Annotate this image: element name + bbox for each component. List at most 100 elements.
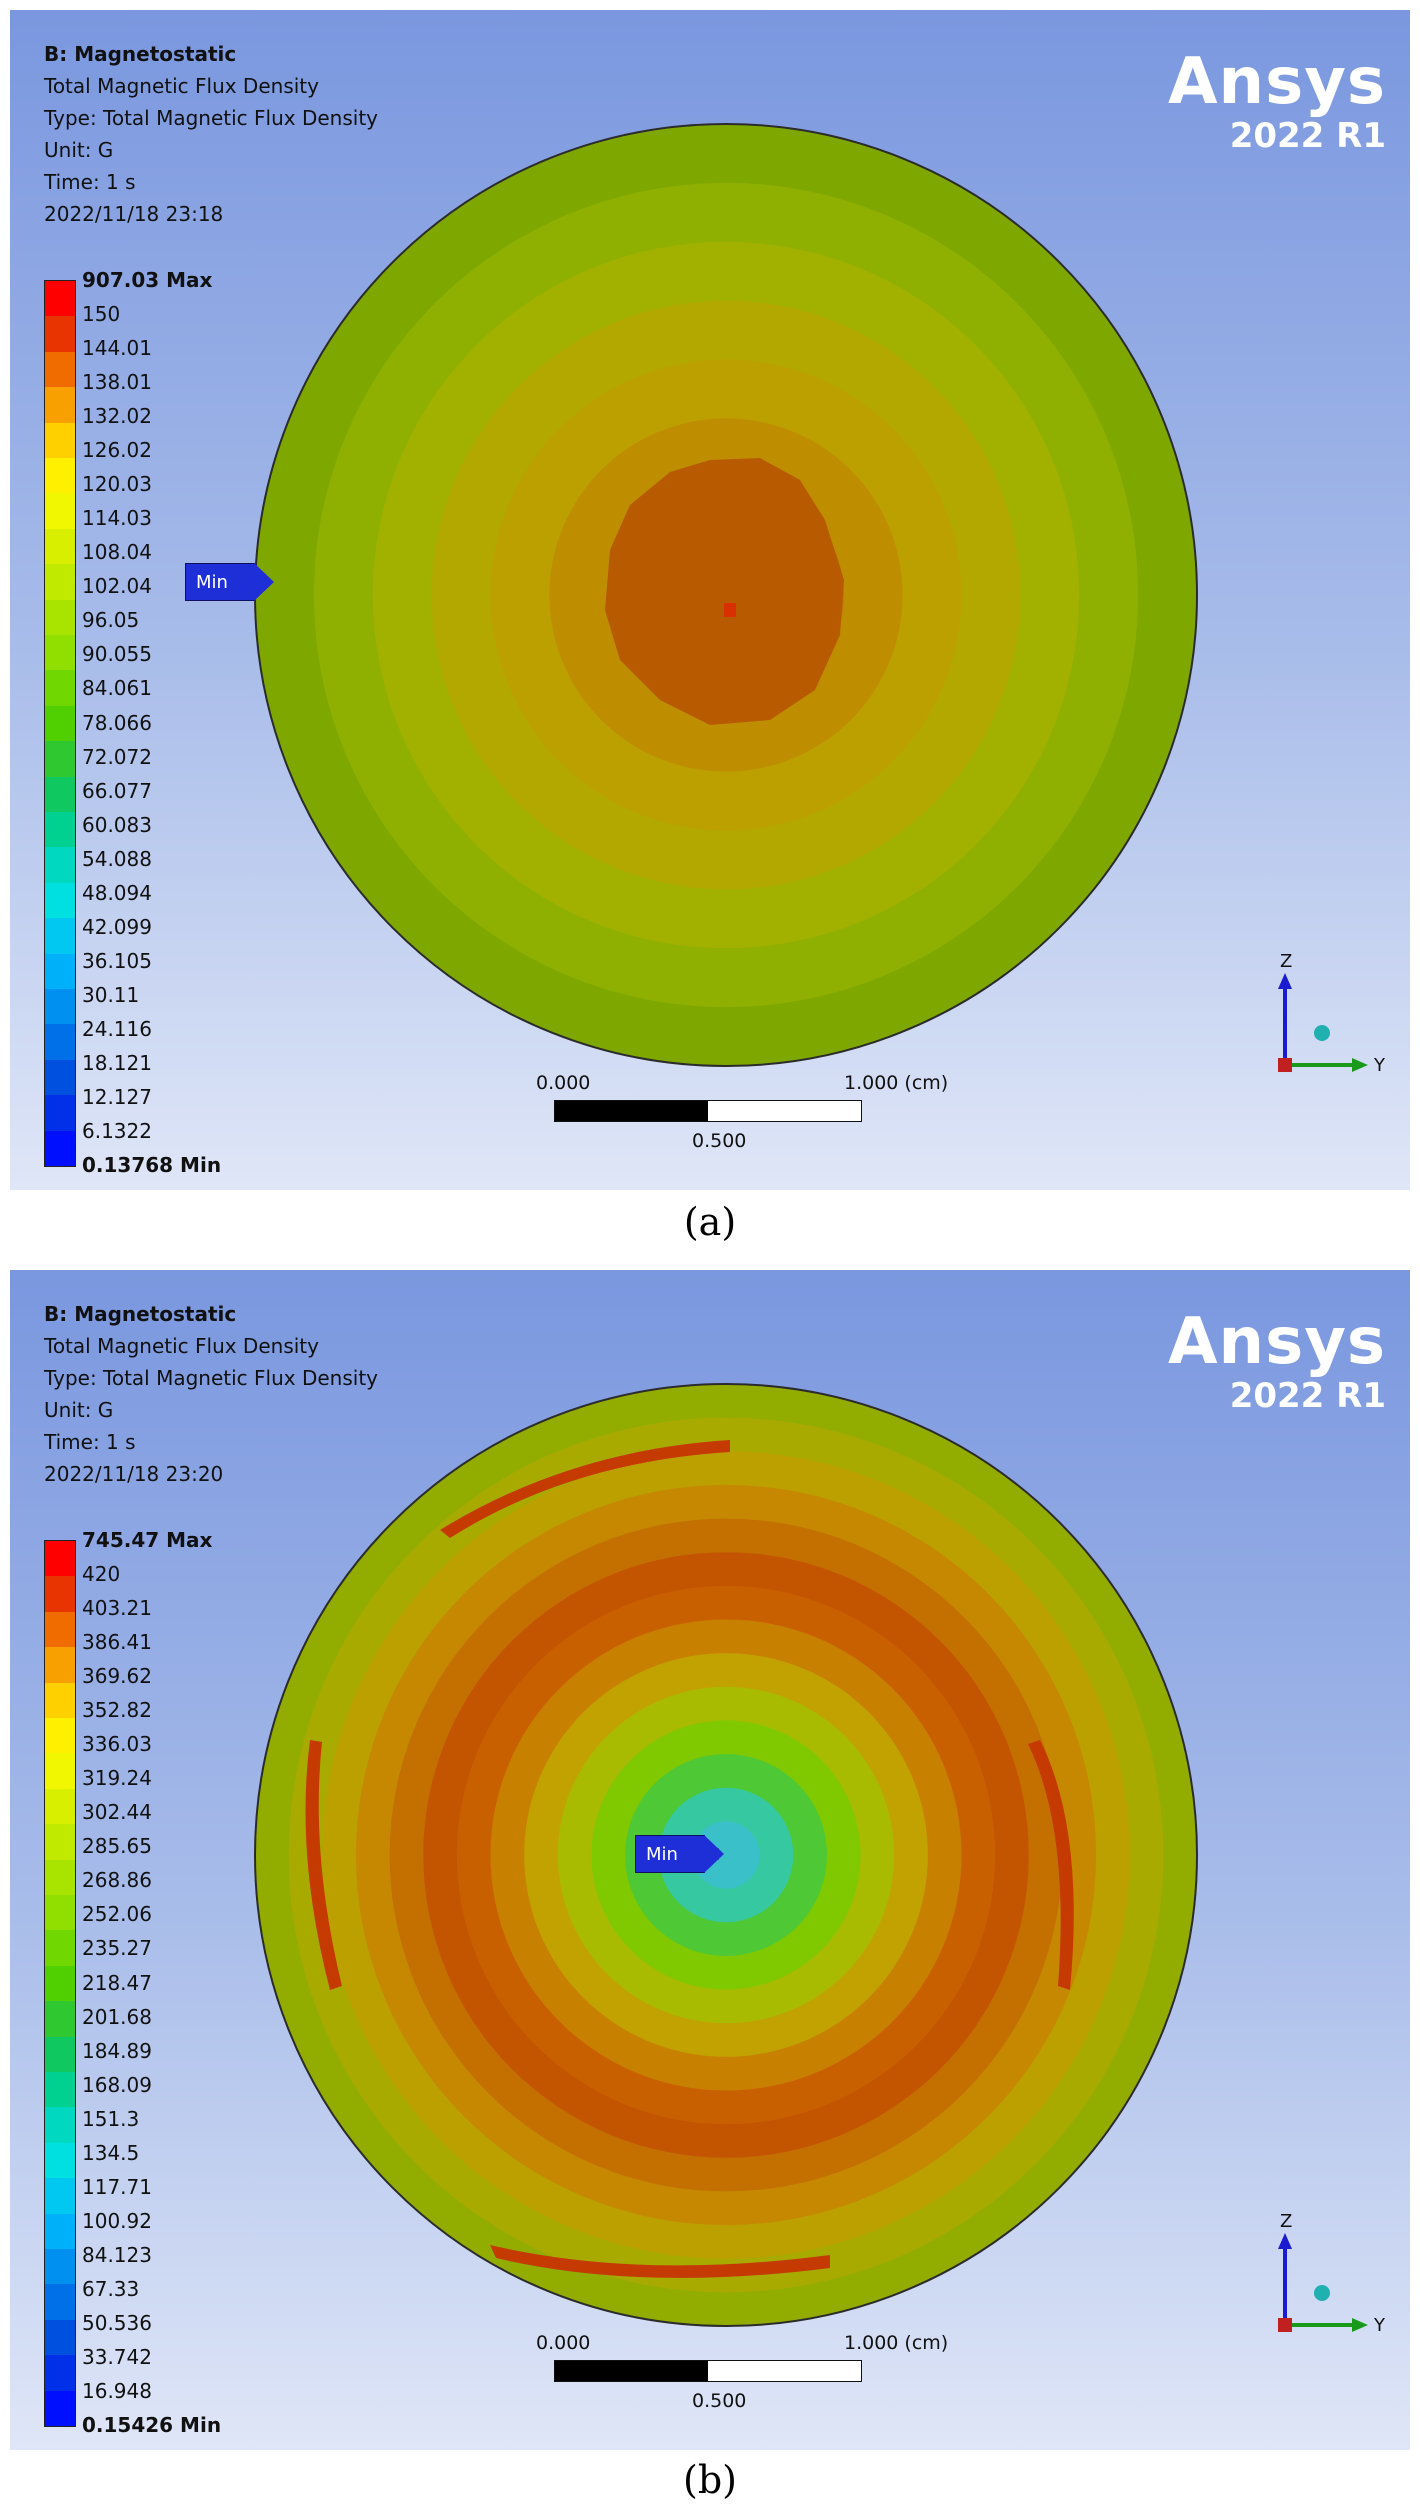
- scale-right-label: 1.000 (cm): [844, 1072, 949, 1094]
- scale-mid-label: 0.500: [692, 1130, 747, 1152]
- legend-swatch: [45, 776, 75, 813]
- legend-swatch: [45, 812, 75, 848]
- legend-label: 369.62: [82, 1664, 152, 1689]
- legend-swatch: [45, 1788, 75, 1825]
- legend-swatch: [45, 1130, 75, 1167]
- legend-label: 218.47: [82, 1970, 152, 1995]
- min-probe-label[interactable]: Min: [185, 563, 274, 601]
- legend-swatch: [45, 989, 75, 1025]
- legend-swatch: [45, 2249, 75, 2285]
- legend-swatch: [45, 953, 75, 990]
- geometry-outline: [254, 1383, 1198, 2327]
- legend-swatch: [45, 458, 75, 494]
- analysis-title: B: Magnetostatic: [44, 42, 237, 66]
- legend-swatch: [45, 918, 75, 955]
- legend-label: 67.33: [82, 2276, 140, 2301]
- ansys-logo: Ansys 2022 R1: [1168, 1308, 1386, 1416]
- legend-swatch: [45, 1059, 75, 1096]
- legend-label: 352.82: [82, 1698, 152, 1723]
- result-unit: Unit: G: [44, 1398, 114, 1422]
- legend-label: 144.01: [82, 336, 152, 361]
- legend-label: 54.088: [82, 846, 152, 871]
- legend-label: 126.02: [82, 438, 152, 463]
- legend-label: 78.066: [82, 710, 152, 735]
- legend-swatch: [45, 847, 75, 884]
- result-name: Total Magnetic Flux Density: [44, 1334, 319, 1358]
- legend-label: 114.03: [82, 506, 152, 531]
- legend-swatch: [45, 1576, 75, 1613]
- legend-label: 168.09: [82, 2072, 152, 2097]
- legend-label: 0.13768 Min: [82, 1153, 222, 1177]
- contour-plot[interactable]: [10, 10, 1410, 1190]
- legend-swatch: [45, 1718, 75, 1754]
- legend-label: 42.099: [82, 914, 152, 939]
- result-time: Time: 1 s: [44, 170, 136, 194]
- legend-label: 117.71: [82, 2174, 152, 2199]
- legend-label: 96.05: [82, 608, 140, 633]
- legend-label: 48.094: [82, 880, 152, 905]
- result-unit: Unit: G: [44, 138, 114, 162]
- result-type: Type: Total Magnetic Flux Density: [44, 1366, 379, 1390]
- legend-swatch: [45, 882, 75, 919]
- legend-swatch: [45, 2284, 75, 2321]
- legend-swatch: [45, 635, 75, 671]
- max-marker: [724, 603, 736, 617]
- axis-triad[interactable]: Z Y: [1240, 2205, 1390, 2355]
- caption-a: (a): [683, 1200, 737, 1244]
- legend-label: 84.061: [82, 676, 152, 701]
- legend-label: 24.116: [82, 1016, 152, 1041]
- contour-plot[interactable]: [10, 1270, 1410, 2450]
- scale-left-label: 0.000: [536, 2332, 591, 2354]
- legend-label: 72.072: [82, 744, 152, 769]
- y-axis-label: Y: [1373, 2315, 1386, 2336]
- legend-swatch: [45, 2178, 75, 2215]
- scale-left-label: 0.000: [536, 1072, 591, 1094]
- scale-mid-label: 0.500: [692, 2390, 747, 2412]
- scale-right-label: 1.000 (cm): [844, 2332, 949, 2354]
- legend-swatch: [45, 2072, 75, 2108]
- legend-swatch: [45, 599, 75, 636]
- legend-swatch: [45, 2036, 75, 2073]
- legend-swatch: [45, 528, 75, 565]
- legend-label: 302.44: [82, 1800, 152, 1825]
- result-name: Total Magnetic Flux Density: [44, 74, 319, 98]
- legend-swatch: [45, 1611, 75, 1648]
- color-legend[interactable]: [44, 280, 76, 1167]
- legend-label: 745.47 Max: [82, 1528, 213, 1552]
- logo-version: 2022 R1: [1229, 116, 1386, 156]
- legend-label: 108.04: [82, 540, 152, 565]
- hotspot-arc-bottom: [490, 2245, 830, 2278]
- legend-label: 336.03: [82, 1732, 152, 1757]
- legend-swatch: [45, 2107, 75, 2144]
- legend-label: 60.083: [82, 812, 152, 837]
- logo-version: 2022 R1: [1229, 1376, 1386, 1416]
- legend-label: 201.68: [82, 2004, 152, 2029]
- result-time: Time: 1 s: [44, 1430, 136, 1454]
- logo-name: Ansys: [1168, 1305, 1386, 1379]
- legend-label: 100.92: [82, 2208, 152, 2233]
- analysis-title: B: Magnetostatic: [44, 1302, 237, 1326]
- legend-label: 268.86: [82, 1868, 152, 1893]
- legend-label: 134.5: [82, 2140, 140, 2165]
- result-header: B: Magnetostatic Total Magnetic Flux Den…: [44, 38, 378, 230]
- legend-label: 252.06: [82, 1902, 152, 1927]
- legend-swatch: [45, 1753, 75, 1790]
- legend-swatch: [45, 1682, 75, 1719]
- caption-b: (b): [683, 2458, 737, 2502]
- legend-label: 184.89: [82, 2038, 152, 2063]
- legend-label: 33.742: [82, 2344, 152, 2369]
- result-type: Type: Total Magnetic Flux Density: [44, 106, 379, 130]
- axis-triad[interactable]: Z Y: [1240, 945, 1390, 1095]
- legend-swatch: [45, 2213, 75, 2250]
- contour-rings: [255, 1384, 1197, 2326]
- legend-label: 12.127: [82, 1084, 152, 1109]
- color-legend[interactable]: [44, 1540, 76, 2427]
- result-viewport-a[interactable]: B: Magnetostatic Total Magnetic Flux Den…: [10, 10, 1410, 1190]
- hotspot-arc-top: [440, 1440, 730, 1538]
- scale-bar: [554, 2360, 862, 2382]
- legend-swatch: [45, 281, 75, 317]
- legend-label: 386.41: [82, 1630, 152, 1655]
- result-viewport-b[interactable]: B: Magnetostatic Total Magnetic Flux Den…: [10, 1270, 1410, 2450]
- legend-label: 50.536: [82, 2310, 152, 2335]
- min-probe-label[interactable]: Min: [635, 1835, 724, 1873]
